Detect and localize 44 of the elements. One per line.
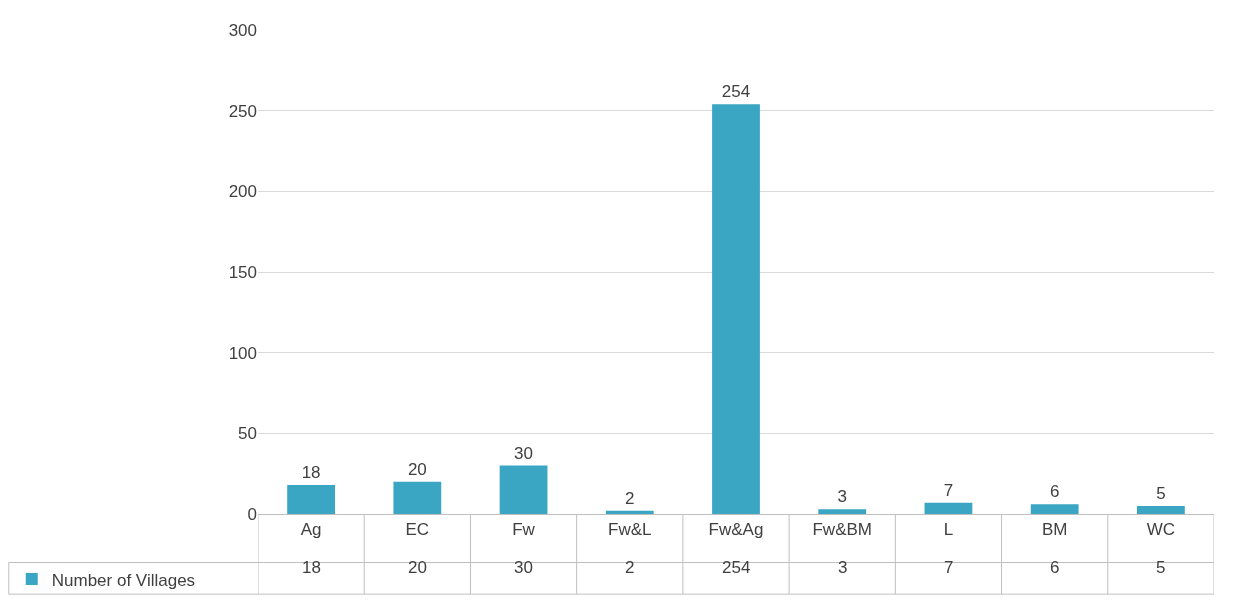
x-tick-label: EC (405, 520, 430, 540)
text: 2 (625, 558, 635, 577)
x-tick-label: Fw&Ag (708, 520, 764, 540)
bar (818, 509, 867, 514)
bar (1136, 505, 1185, 514)
x-tick-label: Fw (512, 520, 536, 540)
data-label: 254 (721, 82, 751, 102)
data-label: 3 (837, 487, 847, 507)
x-tick-label: Fw&BM (812, 520, 872, 540)
text: 30 (514, 558, 533, 577)
y-tick-label: 50 (238, 424, 257, 444)
y-tick-label: 250 (228, 101, 257, 121)
text: 18 (302, 558, 321, 577)
bar (1030, 504, 1079, 514)
data-label: 5 (1156, 483, 1166, 503)
y-tick-label: 300 (228, 20, 257, 40)
x-tick-label: WC (1146, 520, 1176, 540)
x-tick-label: Ag (300, 520, 322, 540)
data-label: 6 (1049, 482, 1060, 502)
text: 6 (1050, 558, 1060, 577)
bar (924, 502, 973, 514)
text: 20 (408, 558, 427, 577)
data-label: 2 (625, 488, 635, 508)
text: 5 (1156, 558, 1166, 577)
text: 3 (838, 558, 848, 577)
y-tick-label: 200 (228, 182, 257, 202)
y-tick-label: 100 (228, 343, 257, 363)
y-tick-label: 0 (247, 504, 257, 524)
bar (605, 510, 654, 514)
data-label: 20 (407, 459, 427, 479)
bar (393, 481, 442, 514)
text: 254 (722, 558, 751, 577)
x-tick-label: L (943, 520, 954, 540)
data-label: 18 (301, 462, 321, 482)
text: 7 (944, 558, 954, 577)
x-tick-label: BM (1041, 520, 1068, 540)
x-tick-label: Fw&L (608, 520, 652, 540)
bar (712, 104, 760, 514)
bar (287, 484, 336, 514)
legend-label: Number of Villages (51, 570, 196, 590)
bar (499, 465, 548, 514)
y-tick-label: 150 (228, 262, 257, 282)
data-label: 7 (943, 480, 954, 500)
data-label: 30 (514, 443, 534, 463)
